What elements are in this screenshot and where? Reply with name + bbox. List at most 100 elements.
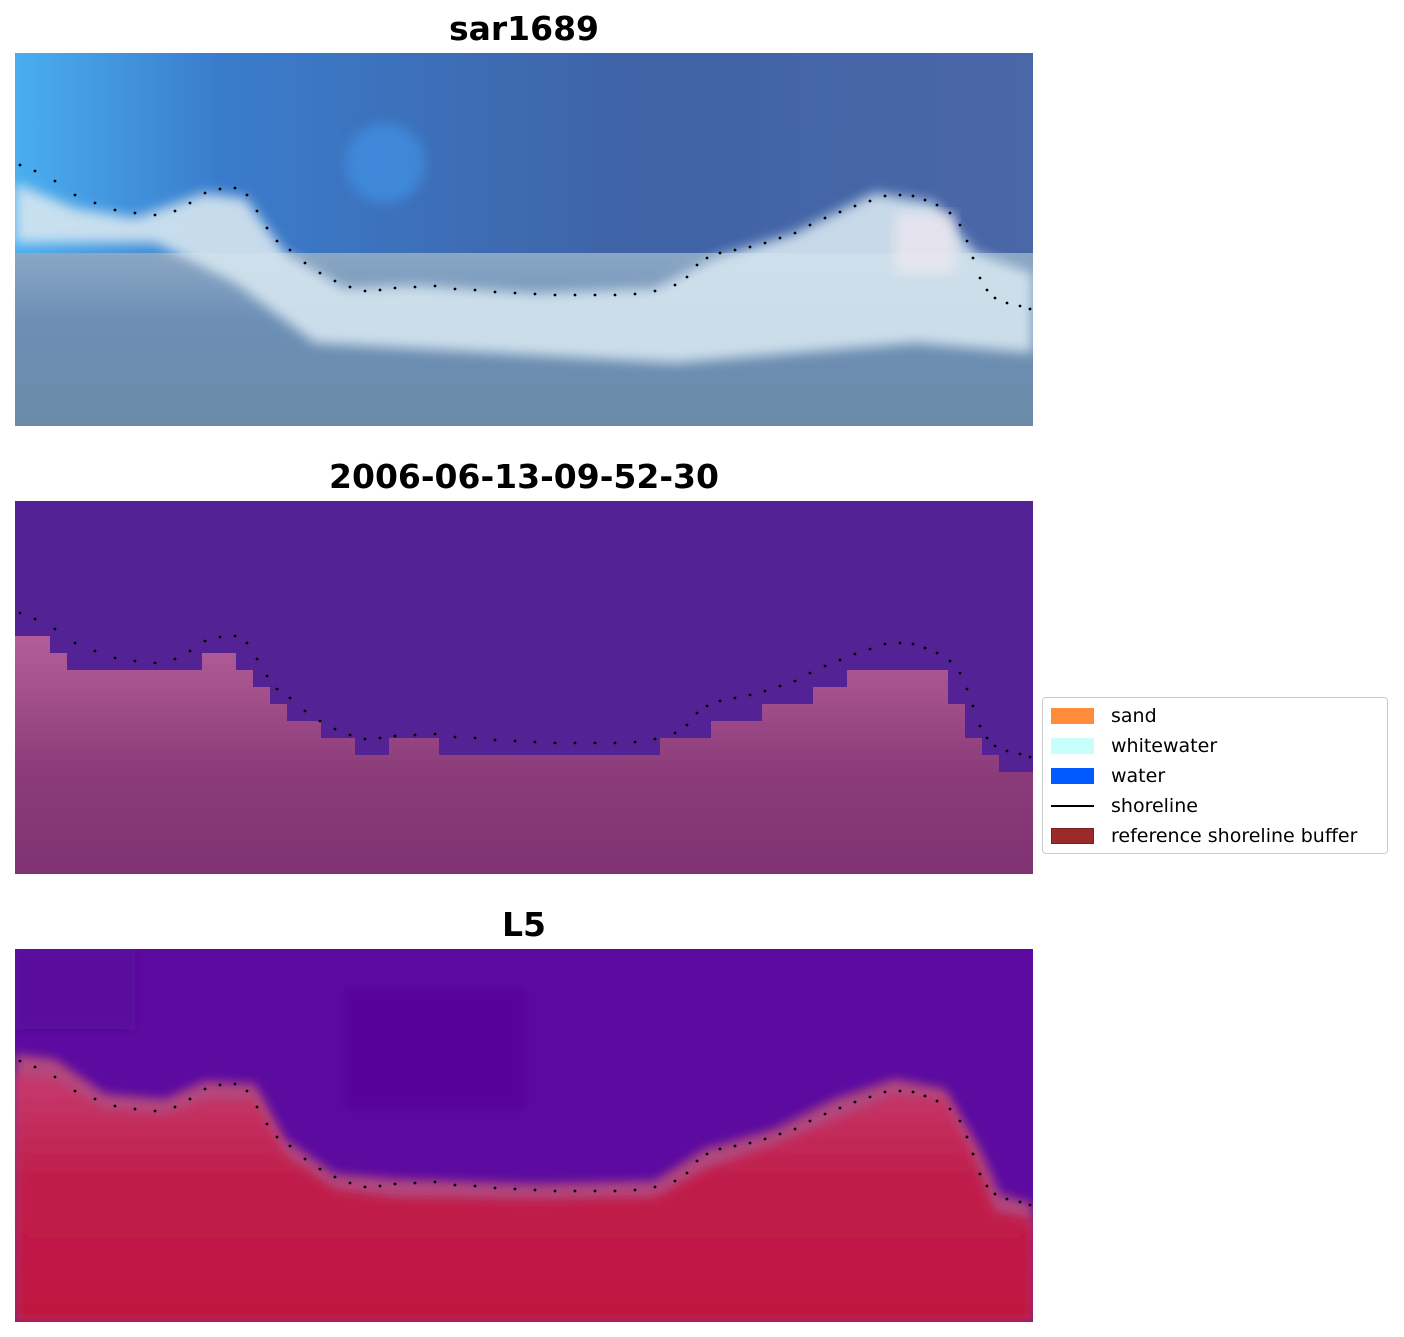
- shoreline-dot: [153, 661, 157, 665]
- shoreline-dot: [433, 284, 437, 288]
- shoreline-dot: [513, 739, 517, 743]
- shoreline-dot: [153, 213, 157, 217]
- shoreline-dot: [823, 1112, 827, 1116]
- shoreline-dot: [985, 1184, 989, 1188]
- shoreline-dot: [265, 674, 269, 678]
- shoreline-dot: [718, 251, 722, 255]
- shoreline-dot: [985, 736, 989, 740]
- shoreline-dot: [533, 1188, 537, 1192]
- shoreline-dot: [303, 709, 307, 713]
- shoreline-dot: [113, 1104, 117, 1108]
- shoreline-dot: [73, 193, 77, 197]
- shoreline-dot: [853, 204, 857, 208]
- shoreline-dot: [93, 1097, 97, 1101]
- shoreline-dot: [218, 635, 222, 639]
- classified-image: [15, 501, 1033, 874]
- shoreline-dot: [923, 198, 927, 202]
- shoreline-dot: [188, 201, 192, 205]
- shoreline-dot: [433, 732, 437, 736]
- shoreline-dot: [613, 1189, 617, 1193]
- shoreline-dot: [275, 1135, 279, 1139]
- shoreline-dot: [838, 658, 842, 662]
- shoreline-dot: [53, 627, 57, 631]
- shoreline-dot: [685, 723, 689, 727]
- shoreline-dot: [18, 611, 22, 615]
- shoreline-dot: [853, 652, 857, 656]
- sand-swatch: [1051, 708, 1094, 724]
- shoreline-dot: [883, 1090, 887, 1094]
- legend-label-whitewater: whitewater: [1111, 735, 1218, 757]
- panel-title-rgb: sar1689: [448, 9, 600, 48]
- shoreline-dot: [218, 187, 222, 191]
- shoreline-dot: [73, 1089, 77, 1093]
- shoreline-dot: [883, 194, 887, 198]
- shoreline-dot: [413, 733, 417, 737]
- shoreline-dot: [33, 617, 37, 621]
- shoreline-dot: [705, 1152, 709, 1156]
- shoreline-dot: [868, 647, 872, 651]
- shoreline-dot: [553, 1189, 557, 1193]
- shoreline-dot: [265, 226, 269, 230]
- shoreline-dot: [203, 191, 207, 195]
- shoreline-dot: [553, 741, 557, 745]
- shoreline-dot: [923, 1094, 927, 1098]
- shoreline-dot: [133, 1107, 137, 1111]
- shoreline-dot: [18, 163, 22, 167]
- shoreline-dot: [695, 1159, 699, 1163]
- shoreline-dot: [748, 693, 752, 697]
- shoreline-dot: [1005, 749, 1009, 753]
- legend: sand whitewater water shoreline referenc…: [1042, 697, 1388, 854]
- shoreline-dot: [318, 271, 322, 275]
- shoreline-dot: [923, 646, 927, 650]
- shoreline-dot: [965, 239, 969, 243]
- shoreline-dot: [348, 285, 352, 289]
- shoreline-dot: [453, 287, 457, 291]
- shoreline-dot: [808, 671, 812, 675]
- shoreline-dot: [898, 1089, 902, 1093]
- shoreline-dot: [233, 186, 237, 190]
- shoreline-dot: [985, 288, 989, 292]
- index-image-panel: [15, 949, 1033, 1322]
- shoreline-dot: [453, 1183, 457, 1187]
- shoreline-dot: [1028, 1203, 1032, 1207]
- shoreline-dot: [808, 1119, 812, 1123]
- legend-item-reference-buffer: reference shoreline buffer: [1051, 823, 1357, 849]
- shoreline-dot: [898, 193, 902, 197]
- shoreline-dot: [473, 1184, 477, 1188]
- panel-title-classified: 2006-06-13-09-52-30: [329, 457, 719, 496]
- shoreline-dot: [705, 256, 709, 260]
- shoreline-dot: [971, 1152, 975, 1156]
- shoreline-dot: [633, 740, 637, 744]
- shoreline-dot: [453, 735, 457, 739]
- shoreline-dot: [393, 286, 397, 290]
- shoreline-dot: [778, 1132, 782, 1136]
- shoreline-dot: [493, 1186, 497, 1190]
- shoreline-dot: [513, 291, 517, 295]
- shoreline-dot: [255, 1105, 259, 1109]
- shoreline-dot: [378, 736, 382, 740]
- shoreline-dot: [935, 203, 939, 207]
- shoreline-dot: [348, 1181, 352, 1185]
- shoreline-dot: [553, 293, 557, 297]
- legend-item-water: water: [1051, 763, 1165, 789]
- legend-item-sand: sand: [1051, 703, 1157, 729]
- shoreline-dot: [378, 288, 382, 292]
- shoreline-line-swatch: [1051, 805, 1094, 807]
- shoreline-dot: [393, 734, 397, 738]
- shoreline-dot: [653, 737, 657, 741]
- shoreline-dot: [288, 696, 292, 700]
- shoreline-dot: [748, 1141, 752, 1145]
- shoreline-dot: [378, 1184, 382, 1188]
- panel-title-index: L5: [502, 905, 546, 944]
- shoreline-dot: [188, 649, 192, 653]
- shoreline-dot: [363, 289, 367, 293]
- shoreline-dot: [245, 641, 249, 645]
- shoreline-dot: [971, 256, 975, 260]
- shoreline-dot: [593, 1189, 597, 1193]
- shoreline-dot: [733, 248, 737, 252]
- shoreline-dot: [685, 275, 689, 279]
- shoreline-dot: [613, 741, 617, 745]
- shoreline-dot: [573, 741, 577, 745]
- shoreline-dot: [173, 657, 177, 661]
- shoreline-dot: [265, 1122, 269, 1126]
